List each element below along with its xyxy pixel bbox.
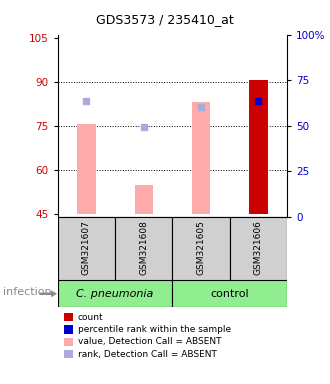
Bar	[173, 280, 287, 307]
Text: infection: infection	[3, 287, 52, 297]
Bar	[58, 280, 173, 307]
Text: percentile rank within the sample: percentile rank within the sample	[78, 325, 231, 334]
Text: GSM321606: GSM321606	[254, 220, 263, 275]
Text: GSM321608: GSM321608	[139, 220, 148, 275]
Text: rank, Detection Call = ABSENT: rank, Detection Call = ABSENT	[78, 349, 216, 359]
Bar	[192, 102, 210, 214]
Text: count: count	[78, 313, 103, 322]
Bar	[230, 217, 287, 280]
Bar	[135, 185, 153, 214]
Text: GDS3573 / 235410_at: GDS3573 / 235410_at	[96, 13, 234, 26]
Bar	[249, 80, 268, 214]
Bar	[173, 217, 230, 280]
Text: value, Detection Call = ABSENT: value, Detection Call = ABSENT	[78, 337, 221, 346]
Text: C. pneumonia: C. pneumonia	[77, 289, 154, 299]
Text: control: control	[211, 289, 249, 299]
Text: GSM321607: GSM321607	[82, 220, 91, 275]
Bar	[58, 217, 115, 280]
Bar	[115, 217, 173, 280]
Text: GSM321605: GSM321605	[197, 220, 206, 275]
Bar	[77, 124, 96, 214]
